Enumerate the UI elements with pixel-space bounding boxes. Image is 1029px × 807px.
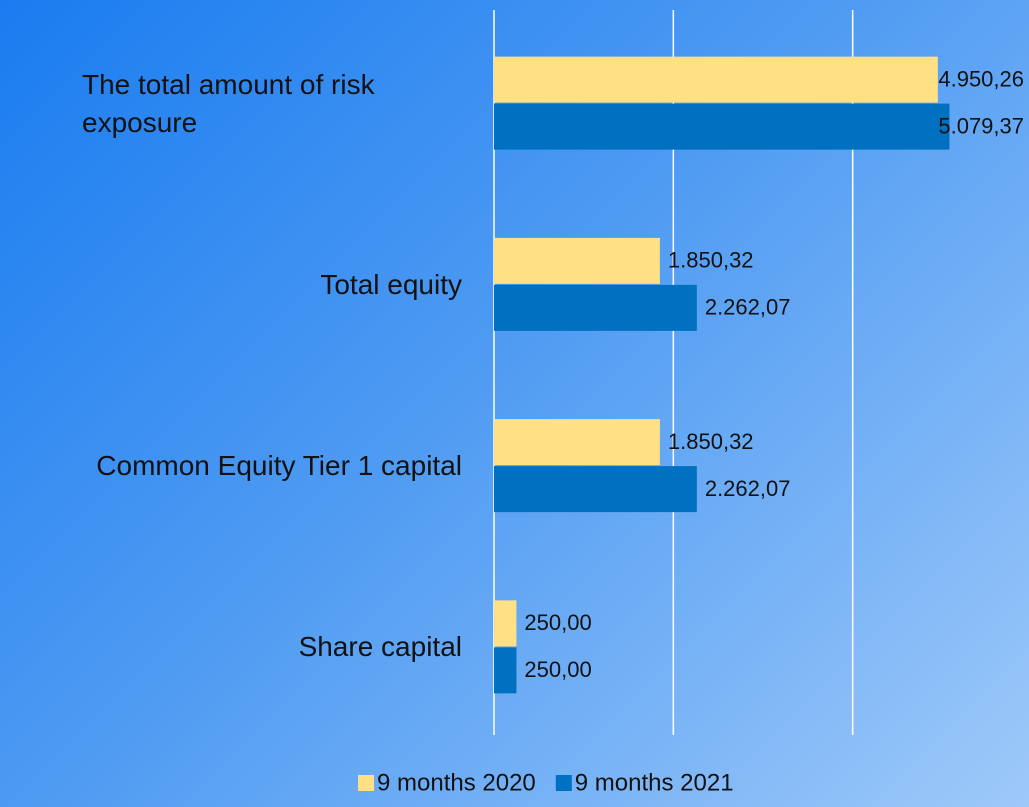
value-label: 2.262,07 bbox=[705, 295, 791, 320]
value-label: 5.079,37 bbox=[938, 113, 1024, 138]
value-label: 250,00 bbox=[524, 610, 591, 635]
category-label: Share capital bbox=[298, 631, 462, 663]
bar bbox=[494, 103, 950, 150]
bar bbox=[494, 284, 697, 331]
bar bbox=[494, 419, 660, 466]
value-label: 1.850,32 bbox=[668, 248, 754, 273]
bar bbox=[494, 466, 697, 513]
legend-swatch bbox=[555, 775, 572, 791]
bar bbox=[494, 56, 938, 103]
category-label: Common Equity Tier 1 capital bbox=[96, 450, 462, 482]
legend-label: 9 months 2020 bbox=[377, 769, 536, 796]
value-label: 4.950,26 bbox=[938, 66, 1024, 91]
legend-label: 9 months 2021 bbox=[575, 769, 734, 796]
category-label: Total equity bbox=[320, 268, 462, 300]
value-label: 2.262,07 bbox=[705, 476, 791, 501]
category-label: The total amount of risk exposure bbox=[82, 68, 375, 138]
bar bbox=[494, 647, 517, 694]
value-label: 250,00 bbox=[524, 657, 591, 682]
value-label: 1.850,32 bbox=[668, 429, 754, 454]
bar bbox=[494, 237, 660, 284]
legend-swatch bbox=[358, 775, 374, 791]
bar bbox=[494, 600, 517, 647]
